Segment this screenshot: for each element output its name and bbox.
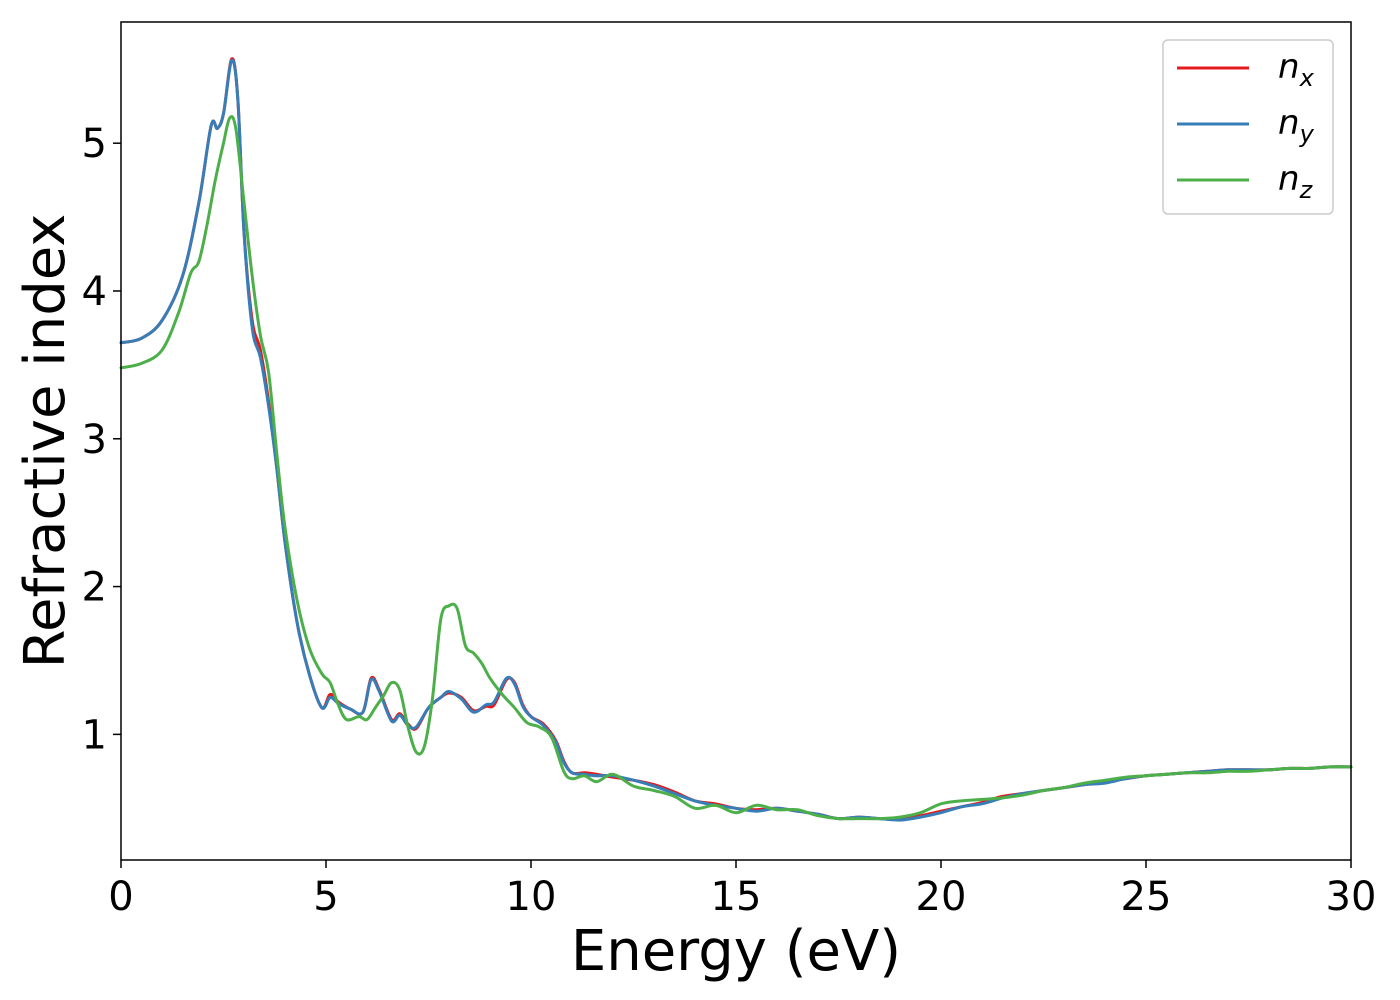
y-tick-label: 5 <box>82 121 107 167</box>
x-tick-label: 15 <box>711 874 762 920</box>
legend-label-y: ny <box>1278 103 1315 148</box>
x-axis-label: Energy (eV) <box>571 919 901 984</box>
x-tick-label: 25 <box>1121 874 1172 920</box>
x-tick-label: 5 <box>313 874 338 920</box>
x-tick-label: 20 <box>916 874 967 920</box>
legend: nx ny nz <box>1162 39 1334 215</box>
legend-label-z: nz <box>1278 159 1314 204</box>
x-axis-ticks: 0 5 10 15 20 25 30 <box>108 860 1376 920</box>
y-tick-label: 3 <box>82 417 107 463</box>
y-axis-ticks: 1 2 3 4 5 <box>82 121 121 758</box>
y-tick-label: 1 <box>82 712 107 758</box>
legend-box <box>1162 39 1334 215</box>
x-tick-label: 0 <box>108 874 133 920</box>
x-tick-label: 30 <box>1326 874 1377 920</box>
y-tick-label: 2 <box>82 565 107 611</box>
y-tick-label: 4 <box>82 269 107 315</box>
series-layer <box>119 57 1353 822</box>
legend-label-x: nx <box>1278 47 1315 92</box>
series-line-z <box>119 115 1353 821</box>
y-axis-label: Refractive index <box>13 214 78 669</box>
x-tick-label: 10 <box>506 874 557 920</box>
